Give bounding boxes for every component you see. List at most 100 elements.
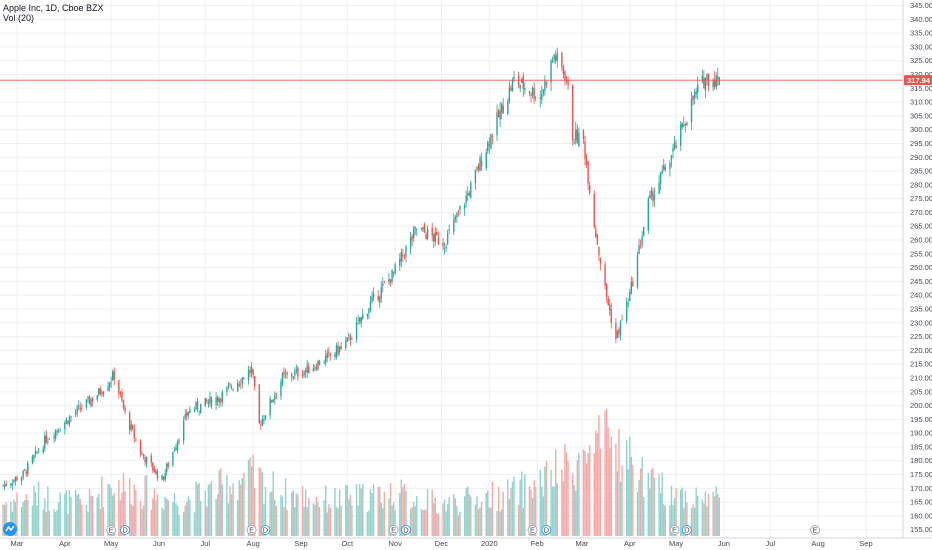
volume-bar bbox=[306, 507, 308, 536]
candle-body bbox=[641, 236, 643, 245]
earnings-marker[interactable] bbox=[527, 525, 538, 535]
candle-body bbox=[216, 396, 219, 402]
volume-bar bbox=[411, 506, 413, 536]
volume-bar bbox=[510, 487, 512, 536]
earnings-marker[interactable] bbox=[669, 525, 680, 535]
candle-body bbox=[45, 434, 48, 443]
volume-bar bbox=[34, 492, 37, 536]
volume-bar bbox=[98, 494, 100, 536]
candle-body bbox=[621, 319, 623, 321]
candle-body bbox=[511, 79, 514, 92]
time-tick-label: Aug bbox=[811, 539, 824, 548]
candle-body bbox=[627, 303, 629, 305]
dividend-marker[interactable] bbox=[260, 525, 271, 535]
candle-body bbox=[442, 242, 444, 247]
dividend-marker[interactable] bbox=[681, 525, 692, 535]
volume-bar bbox=[593, 453, 595, 536]
candle-body bbox=[27, 462, 29, 475]
volume-bar bbox=[541, 486, 543, 536]
volume-bar bbox=[56, 509, 58, 536]
candle-body bbox=[128, 412, 131, 430]
time-tick-label: Apr bbox=[624, 539, 636, 548]
candle-body bbox=[377, 296, 379, 301]
price-tick-label: 345.00 bbox=[910, 1, 932, 10]
earnings-marker[interactable] bbox=[388, 525, 399, 535]
volume-bar bbox=[345, 484, 347, 536]
candle-body bbox=[389, 279, 392, 283]
candle-body bbox=[436, 231, 438, 236]
volume-bar bbox=[437, 513, 440, 536]
candle-body bbox=[304, 370, 307, 373]
candle-body bbox=[31, 456, 34, 464]
volume-bar bbox=[90, 495, 92, 536]
volume-bar bbox=[388, 498, 390, 536]
volume-bar bbox=[193, 512, 196, 536]
dividend-marker[interactable] bbox=[401, 525, 411, 535]
volume-bar bbox=[595, 430, 597, 536]
candle-body bbox=[314, 367, 316, 369]
dividend-marker[interactable] bbox=[541, 525, 552, 535]
volume-bar bbox=[243, 472, 245, 536]
candle-body bbox=[241, 377, 244, 384]
price-tick-label: 170.00 bbox=[910, 484, 932, 493]
time-tick-label: Mar bbox=[575, 539, 588, 548]
volume-bar bbox=[315, 496, 318, 536]
volume-bar bbox=[431, 489, 433, 536]
price-tick-label: 270.00 bbox=[910, 208, 932, 217]
volume-bar bbox=[64, 494, 66, 536]
volume-bar bbox=[652, 468, 654, 536]
earnings-marker[interactable] bbox=[246, 525, 257, 535]
volume-bar bbox=[642, 497, 645, 536]
candle-body bbox=[692, 95, 694, 101]
volume-indicator-label[interactable]: Vol (20) bbox=[3, 13, 35, 23]
dividend-marker[interactable] bbox=[120, 525, 130, 535]
candle-body bbox=[595, 229, 597, 237]
candle-body bbox=[253, 376, 256, 387]
candle-body bbox=[144, 457, 146, 463]
volume-bar bbox=[480, 502, 483, 536]
volume-bar bbox=[627, 469, 629, 536]
candle-body bbox=[345, 341, 347, 348]
volume-bar bbox=[371, 492, 373, 536]
volume-bar bbox=[707, 493, 710, 536]
candle-body bbox=[706, 74, 708, 80]
price-tick-label: 245.00 bbox=[910, 277, 932, 286]
volume-bar bbox=[338, 489, 341, 536]
volume-bar bbox=[337, 508, 339, 536]
candle-body bbox=[308, 366, 310, 374]
volume-bar bbox=[107, 484, 109, 536]
candle-body bbox=[480, 160, 483, 167]
price-tick-label: 235.00 bbox=[910, 305, 932, 314]
candle-body bbox=[280, 382, 282, 397]
volume-bar bbox=[650, 469, 653, 536]
candle-body bbox=[422, 227, 424, 230]
candle-body bbox=[433, 234, 435, 242]
volume-bar bbox=[272, 471, 274, 536]
time-tick-label: May bbox=[104, 539, 118, 548]
earnings-marker[interactable] bbox=[106, 525, 117, 535]
candle-body bbox=[303, 371, 305, 376]
candle-body bbox=[349, 336, 352, 341]
volume-bar bbox=[241, 478, 244, 536]
price-tick-label: 285.00 bbox=[910, 167, 932, 176]
price-tick-label: 315.00 bbox=[910, 84, 932, 93]
candle-body bbox=[545, 82, 548, 85]
volume-bar bbox=[639, 468, 642, 536]
time-axis[interactable]: Mar Apr May Jun Jul Aug Sep Oct Nov Dec 2020 Feb Mar… bbox=[11, 539, 873, 548]
candle-body bbox=[403, 257, 406, 259]
candle-body bbox=[400, 251, 403, 262]
candle-body bbox=[243, 377, 245, 380]
volume-bar bbox=[209, 483, 211, 536]
candle-body bbox=[118, 380, 120, 394]
volume-bar bbox=[264, 486, 267, 536]
price-axis[interactable]: 155.00 160.00 165.00 170.00 175.00 180.00 185.… bbox=[910, 1, 932, 534]
volume-bar bbox=[488, 507, 491, 536]
volume-bar bbox=[368, 510, 370, 536]
volume-bar bbox=[630, 456, 633, 536]
volume-bar bbox=[27, 500, 29, 536]
volume-bar bbox=[314, 504, 316, 536]
volume-bar bbox=[47, 486, 49, 536]
earnings-marker[interactable] bbox=[810, 525, 820, 535]
candle-body bbox=[99, 388, 102, 394]
